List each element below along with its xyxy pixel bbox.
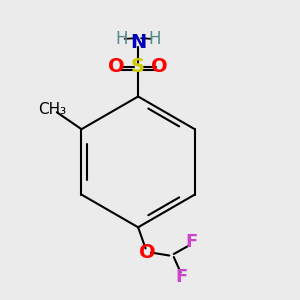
Text: O: O xyxy=(108,57,125,76)
Text: F: F xyxy=(175,268,187,286)
Text: H: H xyxy=(148,30,161,48)
Text: N: N xyxy=(130,33,146,52)
Text: CH₃: CH₃ xyxy=(38,102,66,117)
Text: F: F xyxy=(185,233,198,251)
Text: O: O xyxy=(151,57,168,76)
Text: S: S xyxy=(131,57,145,76)
Text: H: H xyxy=(116,30,128,48)
Text: O: O xyxy=(139,243,155,262)
